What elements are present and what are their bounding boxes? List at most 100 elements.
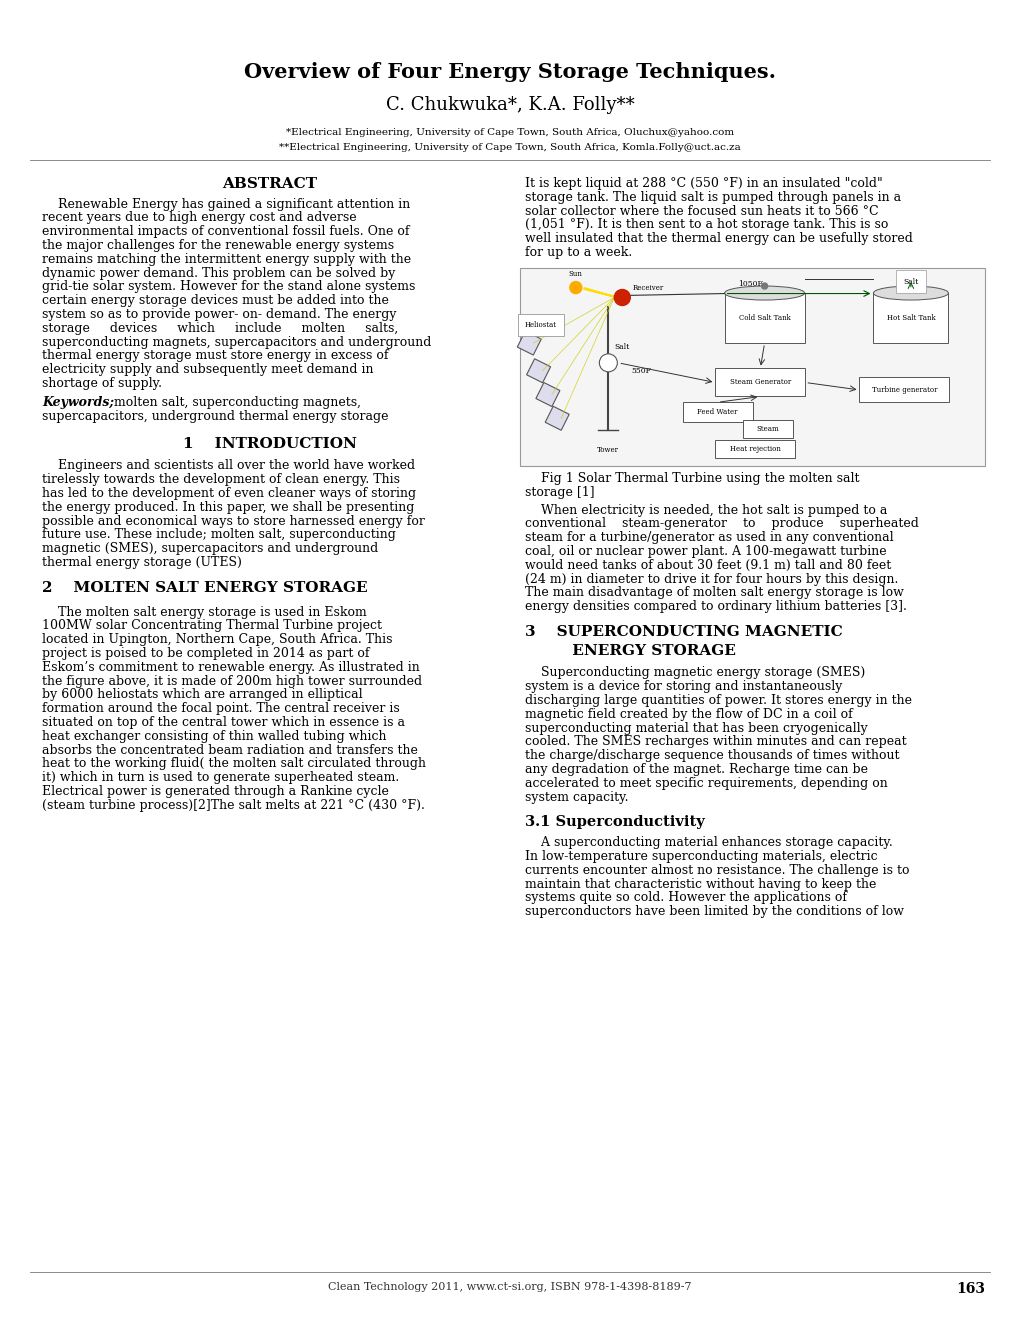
Text: certain energy storage devices must be added into the: certain energy storage devices must be a… (42, 294, 388, 308)
Circle shape (599, 354, 616, 372)
Text: Turbine generator: Turbine generator (871, 385, 936, 393)
Text: storage tank. The liquid salt is pumped through panels in a: storage tank. The liquid salt is pumped … (525, 191, 900, 203)
Text: recent years due to high energy cost and adverse: recent years due to high energy cost and… (42, 211, 357, 224)
Bar (872, 293, 948, 343)
Text: Clean Technology 2011, www.ct-si.org, ISBN 978-1-4398-8189-7: Clean Technology 2011, www.ct-si.org, IS… (328, 1282, 691, 1292)
Ellipse shape (872, 286, 948, 300)
Text: coal, oil or nuclear power plant. A 100-megawatt turbine: coal, oil or nuclear power plant. A 100-… (525, 545, 886, 558)
Text: grid-tie solar system. However for the stand alone systems: grid-tie solar system. However for the s… (42, 280, 415, 293)
Text: ENERGY STORAGE: ENERGY STORAGE (525, 644, 735, 659)
Text: thermal energy storage (UTES): thermal energy storage (UTES) (42, 556, 242, 569)
Text: (steam turbine process)[2]The salt melts at 221 °C (430 °F).: (steam turbine process)[2]The salt melts… (42, 799, 425, 812)
Text: 163: 163 (955, 1282, 984, 1296)
Text: environmental impacts of conventional fossil fuels. One of: environmental impacts of conventional fo… (42, 226, 409, 239)
Text: C. Chukwuka*, K.A. Folly**: C. Chukwuka*, K.A. Folly** (385, 96, 634, 114)
Text: The molten salt energy storage is used in Eskom: The molten salt energy storage is used i… (42, 606, 367, 619)
Text: future use. These include; molten salt, superconducting: future use. These include; molten salt, … (42, 528, 395, 541)
Text: shortage of supply.: shortage of supply. (42, 378, 162, 391)
Circle shape (907, 282, 913, 289)
Text: Feed Water: Feed Water (697, 408, 738, 416)
Bar (723, 293, 804, 343)
Text: Sun: Sun (569, 269, 582, 277)
Text: magnetic field created by the flow of DC in a coil of: magnetic field created by the flow of DC… (525, 708, 852, 721)
Bar (743, 420, 793, 438)
Text: In low-temperature superconducting materials, electric: In low-temperature superconducting mater… (525, 850, 876, 863)
Text: located in Upington, Northern Cape, South Africa. This: located in Upington, Northern Cape, Sout… (42, 634, 392, 647)
Text: Keywords;: Keywords; (42, 396, 114, 409)
Text: 3.1 Superconductivity: 3.1 Superconductivity (525, 816, 704, 829)
Text: Hot Salt Tank: Hot Salt Tank (886, 314, 934, 322)
Text: Salt: Salt (903, 277, 918, 285)
Text: situated on top of the central tower which in essence is a: situated on top of the central tower whi… (42, 715, 405, 729)
Text: absorbs the concentrated beam radiation and transfers the: absorbs the concentrated beam radiation … (42, 743, 418, 756)
Text: storage [1]: storage [1] (525, 486, 594, 499)
Polygon shape (526, 359, 550, 383)
Text: systems quite so cold. However the applications of: systems quite so cold. However the appli… (525, 891, 846, 904)
Text: 3    SUPERCONDUCTING MAGNETIC: 3 SUPERCONDUCTING MAGNETIC (525, 624, 842, 639)
Text: remains matching the intermittent energy supply with the: remains matching the intermittent energy… (42, 253, 411, 265)
Text: When electricity is needed, the hot salt is pumped to a: When electricity is needed, the hot salt… (525, 503, 887, 516)
Text: system is a device for storing and instantaneously: system is a device for storing and insta… (525, 680, 842, 693)
Text: **Electrical Engineering, University of Cape Town, South Africa, Komla.Folly@uct: **Electrical Engineering, University of … (279, 143, 740, 152)
Polygon shape (535, 383, 559, 407)
Text: system so as to provide power- on- demand. The energy: system so as to provide power- on- deman… (42, 308, 396, 321)
Text: It is kept liquid at 288 °C (550 °F) in an insulated "cold": It is kept liquid at 288 °C (550 °F) in … (525, 177, 881, 190)
Polygon shape (517, 331, 541, 355)
Text: storage     devices     which     include     molten     salts,: storage devices which include molten sal… (42, 322, 397, 335)
Text: 100MW solar Concentrating Thermal Turbine project: 100MW solar Concentrating Thermal Turbin… (42, 619, 382, 632)
Text: the major challenges for the renewable energy systems: the major challenges for the renewable e… (42, 239, 393, 252)
Text: *Electrical Engineering, University of Cape Town, South Africa, Oluchux@yahoo.co: *Electrical Engineering, University of C… (285, 128, 734, 137)
Text: superconducting material that has been cryogenically: superconducting material that has been c… (525, 722, 867, 734)
Text: conventional    steam-generator    to    produce    superheated: conventional steam-generator to produce … (525, 517, 918, 531)
Text: superconductors have been limited by the conditions of low: superconductors have been limited by the… (525, 906, 903, 919)
Text: the charge/discharge sequence thousands of times without: the charge/discharge sequence thousands … (525, 750, 899, 762)
Text: Cold Salt Tank: Cold Salt Tank (738, 314, 790, 322)
Text: project is poised to be completed in 2014 as part of: project is poised to be completed in 201… (42, 647, 369, 660)
Text: has led to the development of even cleaner ways of storing: has led to the development of even clean… (42, 487, 416, 500)
Text: thermal energy storage must store energy in excess of: thermal energy storage must store energy… (42, 350, 388, 363)
Text: accelerated to meet specific requirements, depending on: accelerated to meet specific requirement… (525, 776, 887, 789)
Bar (859, 378, 949, 403)
Text: Electrical power is generated through a Rankine cycle: Electrical power is generated through a … (42, 785, 388, 799)
Text: well insulated that the thermal energy can be usefully stored: well insulated that the thermal energy c… (525, 232, 912, 246)
Text: Steam Generator: Steam Generator (729, 379, 790, 387)
Ellipse shape (723, 286, 804, 300)
Text: it) which in turn is used to generate superheated steam.: it) which in turn is used to generate su… (42, 771, 398, 784)
Text: solar collector where the focused sun heats it to 566 °C: solar collector where the focused sun he… (525, 205, 877, 218)
Bar (714, 440, 795, 458)
Text: 1    INTRODUCTION: 1 INTRODUCTION (182, 437, 356, 451)
Text: The main disadvantage of molten salt energy storage is low: The main disadvantage of molten salt ene… (525, 586, 903, 599)
Text: steam for a turbine/generator as used in any conventional: steam for a turbine/generator as used in… (525, 531, 893, 544)
Text: discharging large quantities of power. It stores energy in the: discharging large quantities of power. I… (525, 694, 911, 708)
Bar (520, 268, 984, 466)
Text: Heliostat: Heliostat (524, 321, 556, 329)
Text: Superconducting magnetic energy storage (SMES): Superconducting magnetic energy storage … (525, 667, 864, 680)
Text: superconducting magnets, supercapacitors and underground: superconducting magnets, supercapacitors… (42, 335, 431, 348)
Text: Engineers and scientists all over the world have worked: Engineers and scientists all over the wo… (42, 459, 415, 473)
Text: Salt: Salt (614, 343, 630, 351)
Text: (24 m) in diameter to drive it for four hours by this design.: (24 m) in diameter to drive it for four … (525, 573, 898, 586)
Text: Eskom’s commitment to renewable energy. As illustrated in: Eskom’s commitment to renewable energy. … (42, 661, 420, 673)
Text: energy densities compared to ordinary lithium batteries [3].: energy densities compared to ordinary li… (525, 601, 906, 612)
Text: A superconducting material enhances storage capacity.: A superconducting material enhances stor… (525, 836, 892, 849)
Text: the energy produced. In this paper, we shall be presenting: the energy produced. In this paper, we s… (42, 500, 414, 513)
Text: ABSTRACT: ABSTRACT (222, 177, 317, 191)
Text: Overview of Four Energy Storage Techniques.: Overview of Four Energy Storage Techniqu… (244, 62, 775, 82)
Text: (1,051 °F). It is then sent to a hot storage tank. This is so: (1,051 °F). It is then sent to a hot sto… (525, 218, 888, 231)
Text: would need tanks of about 30 feet (9.1 m) tall and 80 feet: would need tanks of about 30 feet (9.1 m… (525, 558, 891, 572)
Text: the figure above, it is made of 200m high tower surrounded: the figure above, it is made of 200m hig… (42, 675, 422, 688)
Text: Fig 1 Solar Thermal Turbine using the molten salt: Fig 1 Solar Thermal Turbine using the mo… (525, 471, 859, 484)
Text: any degradation of the magnet. Recharge time can be: any degradation of the magnet. Recharge … (525, 763, 867, 776)
Circle shape (761, 282, 767, 289)
Bar (682, 403, 752, 422)
Text: 2    MOLTEN SALT ENERGY STORAGE: 2 MOLTEN SALT ENERGY STORAGE (42, 581, 367, 595)
Text: system capacity.: system capacity. (525, 791, 628, 804)
Text: Tower: Tower (597, 446, 619, 454)
Text: 1050F: 1050F (738, 280, 762, 288)
Text: cooled. The SMES recharges within minutes and can repeat: cooled. The SMES recharges within minute… (525, 735, 906, 748)
Text: heat to the working fluid( the molten salt circulated through: heat to the working fluid( the molten sa… (42, 758, 426, 771)
Text: for up to a week.: for up to a week. (525, 246, 632, 259)
Text: 550F: 550F (631, 367, 650, 375)
Text: maintain that characteristic without having to keep the: maintain that characteristic without hav… (525, 878, 875, 891)
Text: Renewable Energy has gained a significant attention in: Renewable Energy has gained a significan… (42, 198, 410, 211)
